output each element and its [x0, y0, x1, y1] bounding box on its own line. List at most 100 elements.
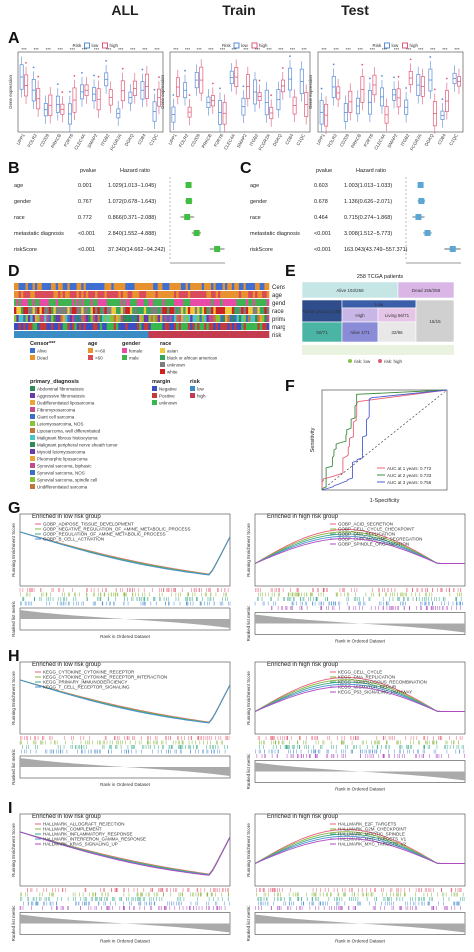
heatmap-cell — [243, 331, 247, 338]
heatmap-cell — [25, 283, 29, 290]
gene-label: ITGB2 — [400, 133, 411, 147]
heatmap-cell — [211, 331, 214, 338]
hr-marker — [424, 230, 431, 236]
significance-mark: *** — [21, 47, 27, 52]
gsea-term: GOBP_SPINDLE_ORGANIZATION — [338, 542, 409, 547]
gsea-ylabel: Running Enrichment Score — [246, 671, 251, 725]
legend-key — [30, 449, 35, 454]
legend-item: Dead — [37, 356, 48, 361]
heatmap-cell — [204, 291, 207, 298]
heatmap-cell — [23, 315, 26, 322]
heatmap-cell — [122, 283, 126, 290]
heatmap-cell — [164, 315, 168, 322]
heatmap-cell — [167, 283, 170, 290]
legend-key — [30, 400, 35, 405]
gsea-term: KEGG_HOMOLOGOUS_RECOMBINATION — [338, 680, 427, 685]
mosaic-cell-label: Tumor group (n=86) — [302, 309, 342, 314]
roc-frame — [321, 389, 448, 491]
significance-mark: *** — [430, 47, 436, 52]
heatmap-cell — [30, 331, 33, 338]
heatmap-cell — [83, 331, 87, 338]
heatmap-cell — [218, 315, 221, 322]
mosaic-cell-label: Alive 1/71 — [350, 330, 370, 335]
heatmap-cell — [148, 291, 152, 298]
heatmap-cell — [116, 283, 119, 290]
heatmap-cell — [67, 331, 70, 338]
gsea-frame — [19, 513, 231, 587]
heatmap-cell — [132, 291, 135, 298]
heatmap-cell — [218, 331, 221, 338]
significance-mark: *** — [46, 47, 52, 52]
heatmap-cell — [78, 331, 82, 338]
heatmap-cell — [95, 283, 98, 290]
legend-title: gender — [122, 341, 141, 347]
heatmap-cell — [136, 299, 140, 306]
heatmap-cell — [62, 315, 66, 322]
heatmap-cell — [69, 291, 73, 298]
heatmap-cell — [39, 299, 43, 306]
heatmap-cell — [20, 331, 24, 338]
heatmap-cell — [85, 307, 89, 314]
heatmap-cell — [30, 283, 33, 290]
legend-key-high — [251, 42, 258, 49]
heatmap-cell — [41, 323, 45, 330]
heatmap-cell — [132, 323, 135, 330]
heatmap-cell — [259, 331, 263, 338]
panel-d-clinical-heatmap: Censor***agegenderraceprimary_diagnosism… — [14, 283, 285, 490]
heatmap-cell — [20, 307, 24, 314]
heatmap-cell — [157, 307, 161, 314]
heatmap-cell — [67, 307, 70, 314]
mosaic-cell-label: 32/86 — [391, 330, 403, 335]
heatmap-cell — [48, 331, 52, 338]
heatmap-cell — [187, 323, 191, 330]
heatmap-cell — [185, 299, 189, 306]
heatmap-cell — [197, 299, 200, 306]
gsea-term: GOBP_REGULATION_OF_AMINE_METABOLIC_PROCE… — [43, 532, 166, 537]
legend-key — [122, 348, 127, 353]
heatmap-cell — [30, 299, 33, 306]
heatmap-cell — [250, 307, 254, 314]
heatmap-cell — [167, 307, 170, 314]
gsea-metric-label: Ranked list metric — [246, 905, 251, 942]
heatmap-cell — [16, 291, 19, 298]
heatmap-cell — [266, 307, 270, 314]
gsea-title: Enriched in high risk group — [267, 662, 339, 668]
outlier — [93, 74, 95, 77]
heatmap-cell — [264, 291, 267, 298]
legend-low: risk: low — [354, 359, 371, 364]
heatmap-cell — [169, 283, 172, 290]
gene-label: C1QC — [295, 132, 306, 146]
heatmap-cell — [109, 315, 112, 322]
legend-key — [152, 393, 157, 398]
legend-label-low: low — [92, 43, 100, 48]
heatmap-cell — [262, 323, 265, 330]
heatmap-cell — [185, 323, 189, 330]
heatmap-cell — [264, 315, 267, 322]
heatmap-cell — [71, 307, 75, 314]
heatmap-cell — [99, 291, 103, 298]
heatmap-cell — [136, 283, 140, 290]
column-title-all: ALL — [111, 2, 139, 18]
heatmap-cell — [164, 291, 168, 298]
legend-key-low — [384, 42, 390, 49]
heatmap-cell — [53, 323, 57, 330]
heatmap-cell — [169, 307, 172, 314]
heatmap-cell — [169, 331, 172, 338]
heatmap-cell — [111, 299, 114, 306]
heatmap-cell — [227, 283, 230, 290]
heatmap-cell — [238, 307, 242, 314]
heatmap-cell — [136, 291, 140, 298]
heatmap-cell — [25, 291, 29, 298]
legend-auc: AUC at 2 years: 0.733 — [387, 473, 432, 478]
heatmap-cell — [104, 307, 108, 314]
heatmap-cell — [229, 307, 233, 314]
heatmap-cell — [58, 331, 61, 338]
heatmap-cell — [37, 315, 40, 322]
heatmap-cell — [255, 315, 258, 322]
significance-mark: *** — [243, 47, 249, 52]
heatmap-cell — [99, 315, 103, 322]
heatmap-cell — [164, 299, 168, 306]
heatmap-cell — [88, 307, 91, 314]
enrichment-curve — [254, 686, 465, 712]
heatmap-cell — [248, 307, 251, 314]
